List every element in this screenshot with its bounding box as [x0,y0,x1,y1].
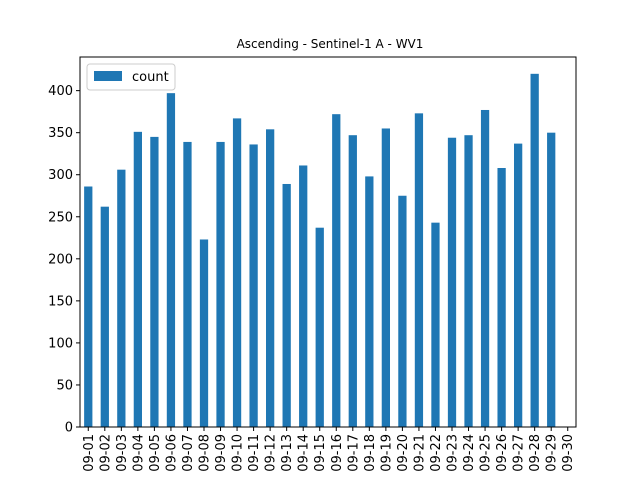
bar-09-02 [100,206,109,427]
x-tick-label: 09-11 [247,434,262,472]
bar-09-16 [332,114,341,428]
x-tick-label: 09-09 [214,434,229,472]
bar-09-26 [497,168,506,427]
bars-group [84,73,556,428]
bar-09-24 [464,135,473,427]
legend: count [86,63,176,91]
legend-label-count: count [132,70,169,85]
x-tick-label: 09-12 [264,434,279,472]
x-tick-label: 09-06 [164,434,179,472]
bar-09-21 [414,113,424,427]
legend-swatch [94,71,122,81]
x-tick-label: 09-13 [280,434,295,472]
y-tick-label: 300 [48,168,73,183]
bar-09-08 [199,239,209,427]
x-tick-label: 09-01 [82,434,97,472]
x-tick-label: 09-08 [198,434,213,472]
y-tick-label: 250 [48,210,73,225]
x-tick-label: 09-19 [379,434,394,472]
x-tick-label: 09-26 [495,434,510,472]
x-tick-label: 09-30 [561,434,576,472]
bar-09-06 [166,93,176,427]
bar-09-14 [299,165,308,428]
chart-title: Ascending - Sentinel-1 A - WV1 [237,37,424,51]
x-tick-label: 09-24 [462,434,477,472]
x-tick-label: 09-15 [313,434,328,472]
bar-09-09 [216,141,225,427]
x-tick-label: 09-27 [512,434,527,472]
x-tick-label: 09-10 [231,434,246,472]
x-tick-label: 09-20 [396,434,411,472]
bar-09-18 [365,176,374,427]
y-tick-label: 50 [56,378,73,393]
bar-09-20 [398,195,407,427]
x-tick-label: 09-02 [98,434,113,472]
x-tick-label: 09-22 [429,434,444,472]
bar-09-07 [183,141,192,427]
x-tick-label: 09-28 [528,434,543,472]
bar-09-04 [133,131,142,427]
y-axis: 0 50 100 150 200 250 300 350 400 [48,84,80,436]
bar-09-10 [232,118,242,427]
y-tick-label: 350 [48,126,73,141]
x-tick-label: 09-23 [446,434,461,472]
bar-09-05 [150,136,159,427]
bar-09-03 [117,169,126,427]
x-tick-label: 09-21 [412,434,427,472]
bar-09-13 [282,183,291,427]
x-tick-label: 09-29 [545,434,560,472]
x-tick-label: 09-18 [363,434,378,472]
bar-09-17 [348,135,357,427]
bar-09-27 [514,143,523,428]
x-axis: 09-01 09-02 09-03 09-04 09-05 09-06 09-07 09-08… [82,427,576,472]
x-tick-label: 09-05 [148,434,163,472]
y-tick-label: 150 [48,294,73,309]
x-tick-label: 09-25 [479,434,494,472]
x-tick-label: 09-17 [346,434,361,472]
y-tick-label: 400 [48,84,73,99]
plot-frame [79,56,577,428]
bar-09-15 [315,227,324,427]
bar-09-22 [431,222,440,427]
x-tick-label: 09-07 [181,434,196,472]
y-tick-label: 0 [65,421,73,436]
bar-09-01 [84,186,93,427]
x-tick-label: 09-14 [297,434,312,472]
x-tick-label: 09-16 [330,434,345,472]
bar-09-23 [447,137,457,428]
x-tick-label: 09-03 [115,434,130,472]
legend-box [86,63,176,91]
y-tick-label: 200 [48,252,73,267]
bar-09-12 [266,129,275,427]
bar-09-29 [547,132,556,427]
bar-09-28 [530,73,539,427]
bar-09-11 [249,144,258,427]
x-tick-label: 09-04 [131,434,146,472]
bar-09-25 [480,109,490,427]
y-tick-label: 100 [48,336,73,351]
bar-09-19 [381,128,390,428]
